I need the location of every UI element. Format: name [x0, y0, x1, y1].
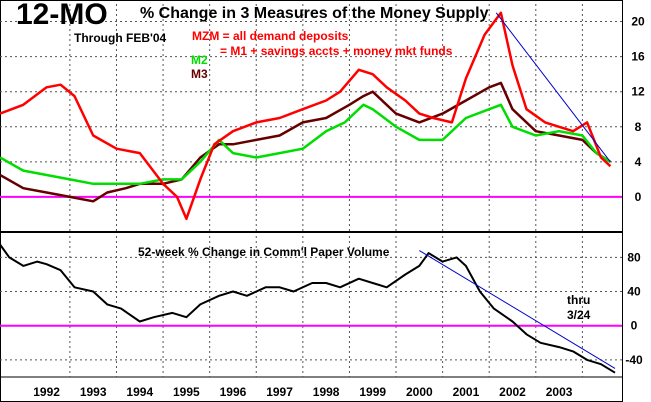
x-tick-label: 2000 [406, 385, 433, 399]
y-tick-label: 8 [635, 120, 642, 134]
y-tick-label: 12 [631, 85, 645, 99]
y-tick-label: 16 [631, 50, 645, 64]
x-tick-labels: 1992 1993 1994 1995 1996 1997 1998 1999 2000 2001… [33, 385, 573, 399]
x-tick-label: 2001 [453, 385, 480, 399]
x-tick-label: 1998 [313, 385, 340, 399]
y-tick-label: 4 [635, 155, 642, 169]
series-mzm-line [0, 11, 612, 221]
top-trend-line [495, 12, 611, 163]
commercial-paper-series [0, 243, 616, 374]
y-tick-label: 20 [631, 15, 645, 29]
legend-m2: M2 [191, 53, 208, 67]
y-tick-label: 80 [627, 250, 641, 264]
y-tick-label: -40 [625, 353, 643, 367]
x-tick-label: 1992 [33, 385, 60, 399]
bottom-y-tick-labels: 80 40 0 -40 [625, 250, 643, 367]
x-tick-label: 1996 [220, 385, 247, 399]
thru-date-label: 3/24 [567, 308, 591, 322]
bottom-panel-title: 52-week % Change in Comm'l Paper Volume [138, 245, 390, 259]
x-tick-label: 2003 [546, 385, 573, 399]
x-tick-label: 1995 [173, 385, 200, 399]
y-tick-label: 0 [635, 190, 642, 204]
money-supply-series [0, 11, 612, 221]
thru-label: thru [567, 293, 590, 307]
x-tick-label: 2002 [499, 385, 526, 399]
top-y-tick-labels: 20 16 12 8 4 0 [631, 15, 645, 204]
series-commercial-paper-line [0, 243, 616, 374]
bottom-trend-line [419, 250, 616, 369]
x-tick-label: 1993 [80, 385, 107, 399]
x-tick-label: 1999 [359, 385, 386, 399]
trend-lines [419, 12, 616, 369]
x-tick-label: 1997 [266, 385, 293, 399]
series-m2-line [0, 103, 612, 186]
y-tick-label: 40 [627, 285, 641, 299]
y-tick-label: 0 [631, 319, 638, 333]
chart-title: % Change in 3 Measures of the Money Supp… [140, 5, 489, 22]
legend-mzm-line1: MZM = all demand deposits [192, 29, 349, 43]
big-title: 12-MO [16, 0, 108, 31]
x-tick-label: 1994 [126, 385, 153, 399]
series-m3-line [0, 81, 612, 203]
legend-mzm-line2: = M1 + savings accts + money mkt funds [220, 44, 453, 58]
through-date: Through FEB'04 [74, 31, 167, 45]
legend-m3: M3 [191, 67, 208, 81]
